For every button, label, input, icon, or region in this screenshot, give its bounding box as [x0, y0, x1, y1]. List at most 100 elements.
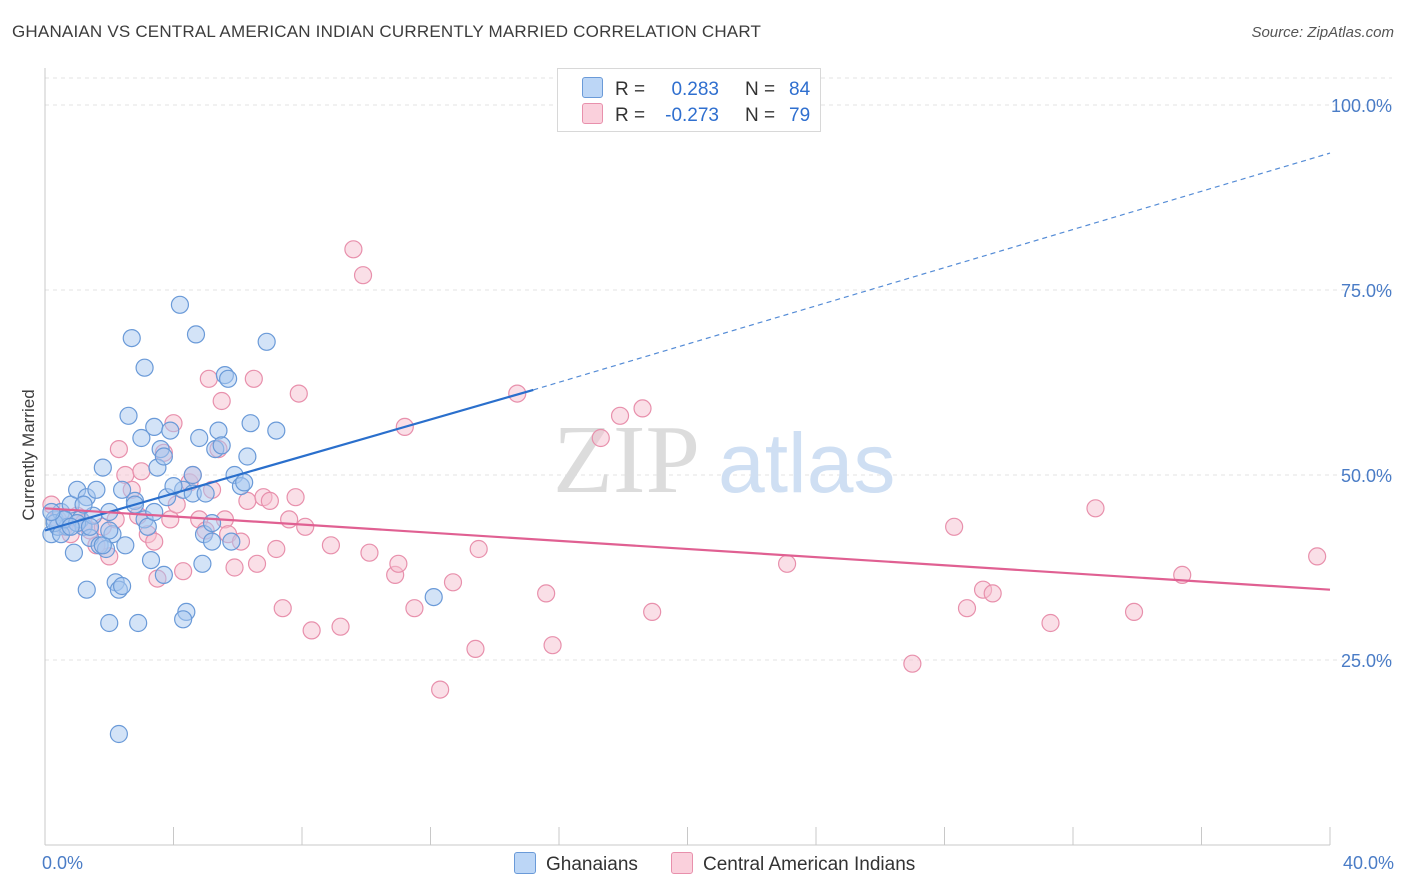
data-point-central-american-indians [1124, 602, 1144, 622]
data-point-ghanaians [100, 521, 119, 540]
bottom-legend-label: Central American Indians [703, 854, 916, 875]
data-point-ghanaians [241, 414, 260, 433]
data-point-central-american-indians [331, 617, 350, 636]
data-point-central-american-indians [289, 384, 308, 403]
legend-r-value: -0.273 [665, 105, 719, 126]
data-point-central-american-indians [353, 266, 373, 285]
data-point-central-american-indians [280, 510, 299, 529]
data-point-central-american-indians [1308, 547, 1327, 566]
data-point-central-american-indians [109, 440, 128, 459]
data-point-ghanaians [238, 447, 257, 466]
data-point-ghanaians [80, 517, 100, 536]
data-point-central-american-indians [212, 391, 231, 411]
bottom-legend-central-american-indians: Central American Indians [671, 852, 915, 876]
watermark-atlas: atlas [718, 416, 895, 510]
data-point-central-american-indians [643, 602, 662, 622]
data-point-ghanaians [154, 565, 173, 585]
data-point-central-american-indians [610, 406, 630, 425]
bottom-legend: Ghanaians Central American Indians [0, 852, 1406, 876]
data-point-central-american-indians [983, 584, 1002, 603]
y-tick-label: 50.0% [1341, 466, 1392, 486]
data-point-ghanaians [77, 580, 96, 599]
data-point-central-american-indians [957, 599, 977, 618]
data-point-ghanaians [170, 295, 190, 314]
data-point-central-american-indians [174, 562, 193, 581]
data-point-central-american-indians [443, 573, 463, 592]
data-point-central-american-indians [469, 539, 488, 559]
data-point-ghanaians [116, 536, 135, 555]
legend-row-ghanaians: R = 0.283 N = 84 [582, 77, 810, 100]
data-point-central-american-indians [1041, 613, 1060, 633]
data-point-ghanaians [122, 329, 141, 348]
y-axis-title: Currently Married [19, 389, 38, 520]
legend-n-value: 79 [789, 105, 811, 126]
bottom-legend-ghanaians: Ghanaians [514, 852, 638, 876]
data-point-ghanaians [235, 473, 254, 492]
data-point-ghanaians [93, 458, 112, 477]
data-point-central-american-indians [247, 554, 267, 573]
points-layer [42, 240, 1327, 744]
data-point-central-american-indians [945, 517, 964, 536]
data-point-ghanaians [87, 480, 106, 499]
data-point-ghanaians [109, 724, 128, 744]
legend-n-label: N = [745, 105, 776, 126]
source-label: Source: ZipAtlas.com [1251, 24, 1394, 41]
legend-swatch-pink [582, 103, 603, 124]
data-point-ghanaians [145, 502, 164, 522]
data-point-central-american-indians [777, 554, 797, 573]
data-point-central-american-indians [286, 488, 305, 507]
data-point-ghanaians [112, 480, 132, 499]
data-point-ghanaians [196, 484, 215, 503]
data-point-ghanaians [202, 532, 222, 551]
data-point-ghanaians [64, 543, 84, 562]
data-point-ghanaians [209, 421, 228, 440]
trend-line-central-american-indians [44, 507, 1331, 591]
data-point-central-american-indians [903, 654, 922, 673]
data-point-ghanaians [202, 513, 222, 533]
data-point-ghanaians [42, 502, 61, 522]
tick-labels: 25.0% 50.0% 75.0% 100.0% 0.0% 40.0% [42, 96, 1394, 873]
data-point-central-american-indians [389, 554, 408, 573]
legend-r-label: R = [615, 79, 646, 100]
legend-n-label: N = [745, 79, 776, 100]
data-point-central-american-indians [260, 491, 279, 510]
data-point-central-american-indians [344, 240, 363, 259]
trend-lines [44, 152, 1331, 591]
data-point-central-american-indians [273, 599, 292, 618]
data-point-ghanaians [174, 610, 193, 629]
data-point-ghanaians [186, 325, 206, 344]
legend-swatch-blue [582, 77, 603, 98]
data-point-central-american-indians [633, 399, 652, 418]
y-tick-label: 25.0% [1341, 651, 1392, 671]
data-point-ghanaians [267, 421, 286, 440]
x-tick-label: 0.0% [42, 853, 83, 873]
data-point-central-american-indians [199, 369, 218, 388]
data-point-ghanaians [212, 436, 231, 455]
data-point-ghanaians [100, 613, 119, 633]
data-point-ghanaians [183, 465, 202, 485]
x-tick-label: 40.0% [1343, 853, 1394, 873]
legend: R = 0.283 N = 84 R = -0.273 N = 79 [557, 68, 821, 132]
data-point-ghanaians [135, 358, 154, 377]
data-point-central-american-indians [360, 543, 379, 562]
bottom-legend-label: Ghanaians [546, 854, 638, 875]
data-point-ghanaians [190, 428, 209, 448]
data-point-ghanaians [222, 532, 241, 551]
bottom-legend-swatch-blue [514, 852, 536, 874]
axes [44, 68, 1331, 846]
data-point-central-american-indians [302, 621, 321, 640]
data-point-ghanaians [119, 406, 138, 425]
data-point-ghanaians [145, 417, 164, 436]
data-point-ghanaians [141, 550, 161, 570]
data-point-central-american-indians [543, 636, 562, 655]
bottom-legend-swatch-pink [671, 852, 693, 874]
data-point-central-american-indians [466, 639, 485, 659]
data-point-ghanaians [74, 495, 93, 514]
data-point-central-american-indians [267, 539, 286, 559]
data-point-central-american-indians [244, 369, 263, 388]
data-point-central-american-indians [591, 428, 610, 448]
chart-title: GHANAIAN VS CENTRAL AMERICAN INDIAN CURR… [12, 22, 762, 41]
y-tick-label: 100.0% [1331, 96, 1392, 116]
data-point-central-american-indians [405, 599, 424, 618]
